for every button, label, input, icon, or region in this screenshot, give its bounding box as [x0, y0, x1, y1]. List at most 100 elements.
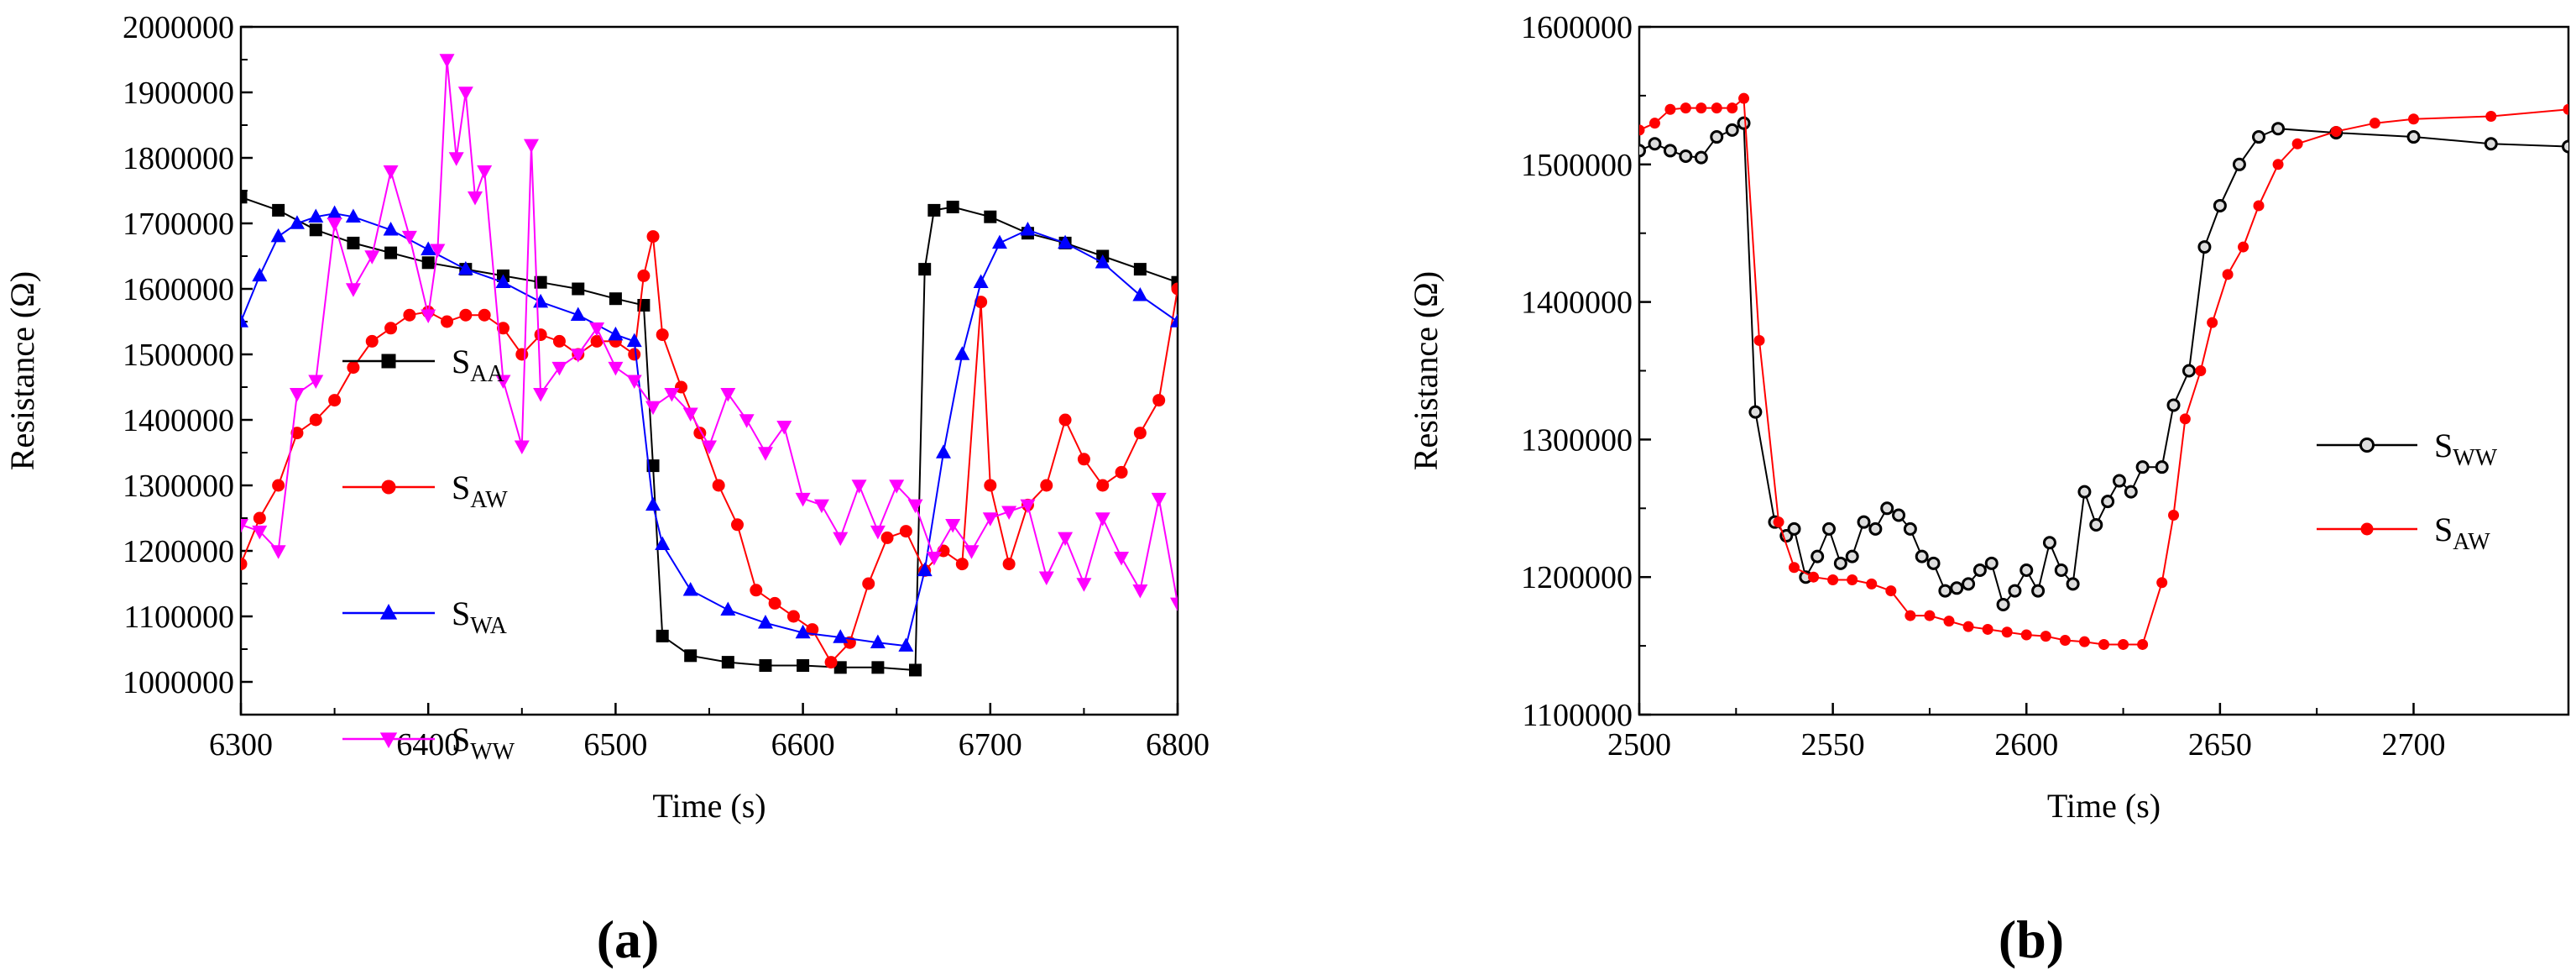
series-SAA: [241, 191, 1178, 677]
data-point: [2168, 509, 2180, 521]
data-point: [750, 584, 763, 597]
legend-marker: [381, 480, 396, 495]
data-point: [1827, 574, 1839, 585]
data-point: [2369, 118, 2380, 129]
data-point: [768, 596, 781, 610]
data-point: [1170, 313, 1178, 328]
data-point: [720, 601, 736, 616]
data-point: [289, 215, 305, 229]
data-point: [468, 191, 483, 206]
data-point: [1132, 287, 1148, 301]
data-point: [2330, 125, 2342, 137]
data-point: [984, 210, 997, 223]
data-point: [2118, 638, 2129, 650]
data-point: [851, 480, 867, 494]
data-point: [2563, 103, 2568, 115]
x-tick-label: 6800: [1146, 727, 1210, 763]
legend-label: SAA: [452, 343, 504, 387]
data-point: [1663, 144, 1677, 158]
data-point: [1711, 102, 1722, 114]
data-point: [1639, 144, 1646, 158]
data-point: [797, 659, 810, 672]
data-point: [870, 634, 886, 648]
data-point: [384, 322, 398, 335]
data-point: [2101, 495, 2115, 509]
series-line: [241, 59, 1178, 604]
data-point: [880, 531, 894, 544]
data-point: [2207, 317, 2218, 328]
data-point: [1950, 581, 1964, 595]
data-point: [1738, 92, 1750, 104]
x-tick-label: 6500: [583, 727, 647, 763]
data-point: [252, 267, 268, 282]
data-point: [439, 54, 455, 68]
data-point: [2155, 460, 2169, 474]
plot-area: [1639, 92, 2568, 650]
data-point: [448, 152, 464, 166]
data-point: [1996, 597, 2010, 611]
data-point: [533, 388, 549, 402]
data-point: [1040, 479, 1053, 492]
data-point: [1773, 516, 1784, 528]
data-point: [421, 241, 436, 255]
x-tick-label: 6700: [959, 727, 1022, 763]
legend-label-sub: WW: [470, 739, 515, 765]
data-point: [308, 375, 324, 389]
data-point: [628, 348, 641, 361]
legend-label-sub: AW: [470, 487, 508, 513]
x-tick-label: 6400: [396, 727, 460, 763]
data-point: [907, 499, 923, 514]
legend-marker: [2360, 522, 2374, 536]
data-point: [345, 208, 361, 223]
data-point: [1076, 578, 1092, 592]
data-point: [2195, 365, 2207, 376]
data-point: [2408, 113, 2419, 125]
data-point: [1868, 521, 1883, 536]
plot-frame: [239, 25, 1179, 716]
data-point: [862, 577, 875, 590]
data-point: [626, 375, 642, 389]
data-point: [1151, 492, 1167, 507]
data-point: [645, 401, 661, 416]
data-point: [1892, 508, 1906, 522]
data-point: [1171, 275, 1178, 289]
data-point: [1170, 597, 1178, 612]
data-point: [2059, 635, 2071, 647]
data-point: [702, 440, 717, 454]
data-point: [1787, 521, 1801, 536]
data-point: [2001, 626, 2013, 638]
data-point: [1962, 621, 1974, 632]
data-point: [309, 223, 322, 237]
data-point: [2089, 517, 2103, 532]
data-point: [477, 165, 493, 180]
data-point: [2238, 241, 2249, 253]
panel-b: (b) 2500 2550 2600 2650 2700 1100000 1200000 13…: [1407, 10, 2570, 969]
data-point: [1833, 556, 1847, 570]
x-tick-label: 6300: [209, 727, 273, 763]
data-point: [1822, 521, 1837, 536]
data-point: [1748, 405, 1763, 419]
data-point: [870, 525, 886, 540]
data-point: [1133, 427, 1147, 440]
data-point: [241, 191, 248, 204]
legend-marker: [379, 732, 398, 749]
data-point: [2166, 398, 2181, 412]
data-point: [2066, 577, 2080, 591]
data-point: [1905, 610, 1916, 621]
data-point: [1984, 556, 1999, 570]
y-tick-label: 1700000: [123, 207, 234, 242]
data-point: [813, 499, 829, 514]
data-point: [664, 388, 680, 402]
data-point: [1903, 521, 1917, 536]
data-point: [2252, 130, 2265, 144]
data-point: [523, 139, 539, 154]
data-point: [991, 234, 1007, 249]
data-point: [655, 536, 671, 550]
data-point: [1924, 610, 1936, 621]
data-point: [2137, 638, 2149, 650]
data-point: [608, 326, 624, 341]
x-tick-label: 6600: [771, 727, 835, 763]
data-point: [1171, 282, 1178, 296]
data-point: [1737, 116, 1751, 130]
